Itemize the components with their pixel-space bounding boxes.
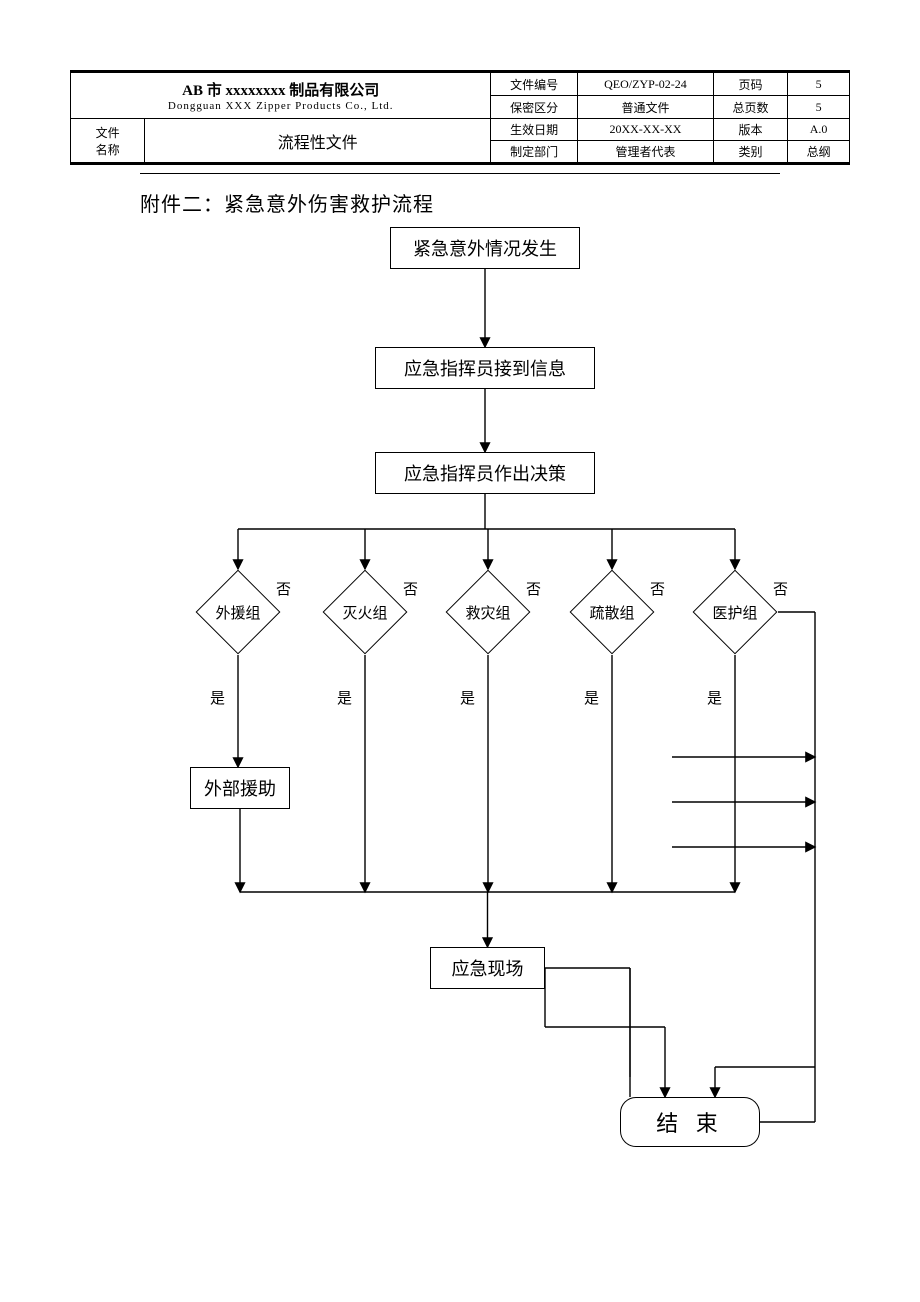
no-label-0: 否 (276, 578, 291, 599)
hdr-v-3-0: 管理者代表 (577, 141, 713, 164)
flowchart-canvas: 紧急意外情况发生应急指挥员接到信息应急指挥员作出决策外援组 灭火组 救灾组 疏散组 医护… (70, 227, 850, 1227)
decision-label-d3: 救灾组 (465, 602, 510, 623)
company-name-cn: AB 市 xxxxxxxx 制品有限公司 (75, 75, 486, 100)
yes-label-1: 是 (337, 687, 352, 708)
yes-label-4: 是 (707, 687, 722, 708)
file-label-1: 文件 (75, 124, 140, 141)
decision-d3: 救灾组 (445, 569, 531, 655)
node-scene: 应急现场 (430, 947, 545, 989)
no-label-2: 否 (526, 578, 541, 599)
divider (140, 173, 780, 174)
company-name-en: Dongguan XXX Zipper Products Co., Ltd. (75, 100, 486, 116)
decision-label-d1: 外援组 (215, 602, 260, 623)
decision-d4: 疏散组 (569, 569, 655, 655)
decision-label-d5: 医护组 (712, 602, 757, 623)
hdr-k-2-0: 生效日期 (491, 119, 578, 141)
doc-type: 流程性文件 (145, 119, 491, 164)
hdr-v-2-0: 20XX-XX-XX (577, 119, 713, 141)
decision-d1: 外援组 (195, 569, 281, 655)
hdr-k-0-0: 文件编号 (491, 72, 578, 96)
hdr-k-1-1: 总页数 (713, 96, 787, 119)
hdr-v-0-0: QEO/ZYP-02-24 (577, 72, 713, 96)
decision-d2: 灭火组 (322, 569, 408, 655)
decision-label-d2: 灭火组 (342, 602, 387, 623)
no-label-4: 否 (773, 578, 788, 599)
no-label-1: 否 (403, 578, 418, 599)
hdr-v-0-1: 5 (788, 72, 850, 96)
hdr-v-3-1: 总纲 (788, 141, 850, 164)
yes-label-2: 是 (460, 687, 475, 708)
hdr-k-2-1: 版本 (713, 119, 787, 141)
decision-d5: 医护组 (692, 569, 778, 655)
node-end: 结 束 (620, 1097, 760, 1147)
file-label-2: 名称 (75, 141, 140, 158)
node-start: 紧急意外情况发生 (390, 227, 580, 269)
yes-label-0: 是 (210, 687, 225, 708)
node-ext: 外部援助 (190, 767, 290, 809)
decision-label-d4: 疏散组 (589, 602, 634, 623)
no-label-3: 否 (650, 578, 665, 599)
node-decide: 应急指挥员作出决策 (375, 452, 595, 494)
hdr-v-1-0: 普通文件 (577, 96, 713, 119)
hdr-k-0-1: 页码 (713, 72, 787, 96)
hdr-k-3-1: 类别 (713, 141, 787, 164)
hdr-k-1-0: 保密区分 (491, 96, 578, 119)
node-recv: 应急指挥员接到信息 (375, 347, 595, 389)
hdr-v-2-1: A.0 (788, 119, 850, 141)
hdr-v-1-1: 5 (788, 96, 850, 119)
hdr-k-3-0: 制定部门 (491, 141, 578, 164)
yes-label-3: 是 (584, 687, 599, 708)
page-title: 附件二：紧急意外伤害救护流程 (140, 188, 850, 217)
header-table: AB 市 xxxxxxxx 制品有限公司 Dongguan XXX Zipper… (70, 70, 850, 165)
